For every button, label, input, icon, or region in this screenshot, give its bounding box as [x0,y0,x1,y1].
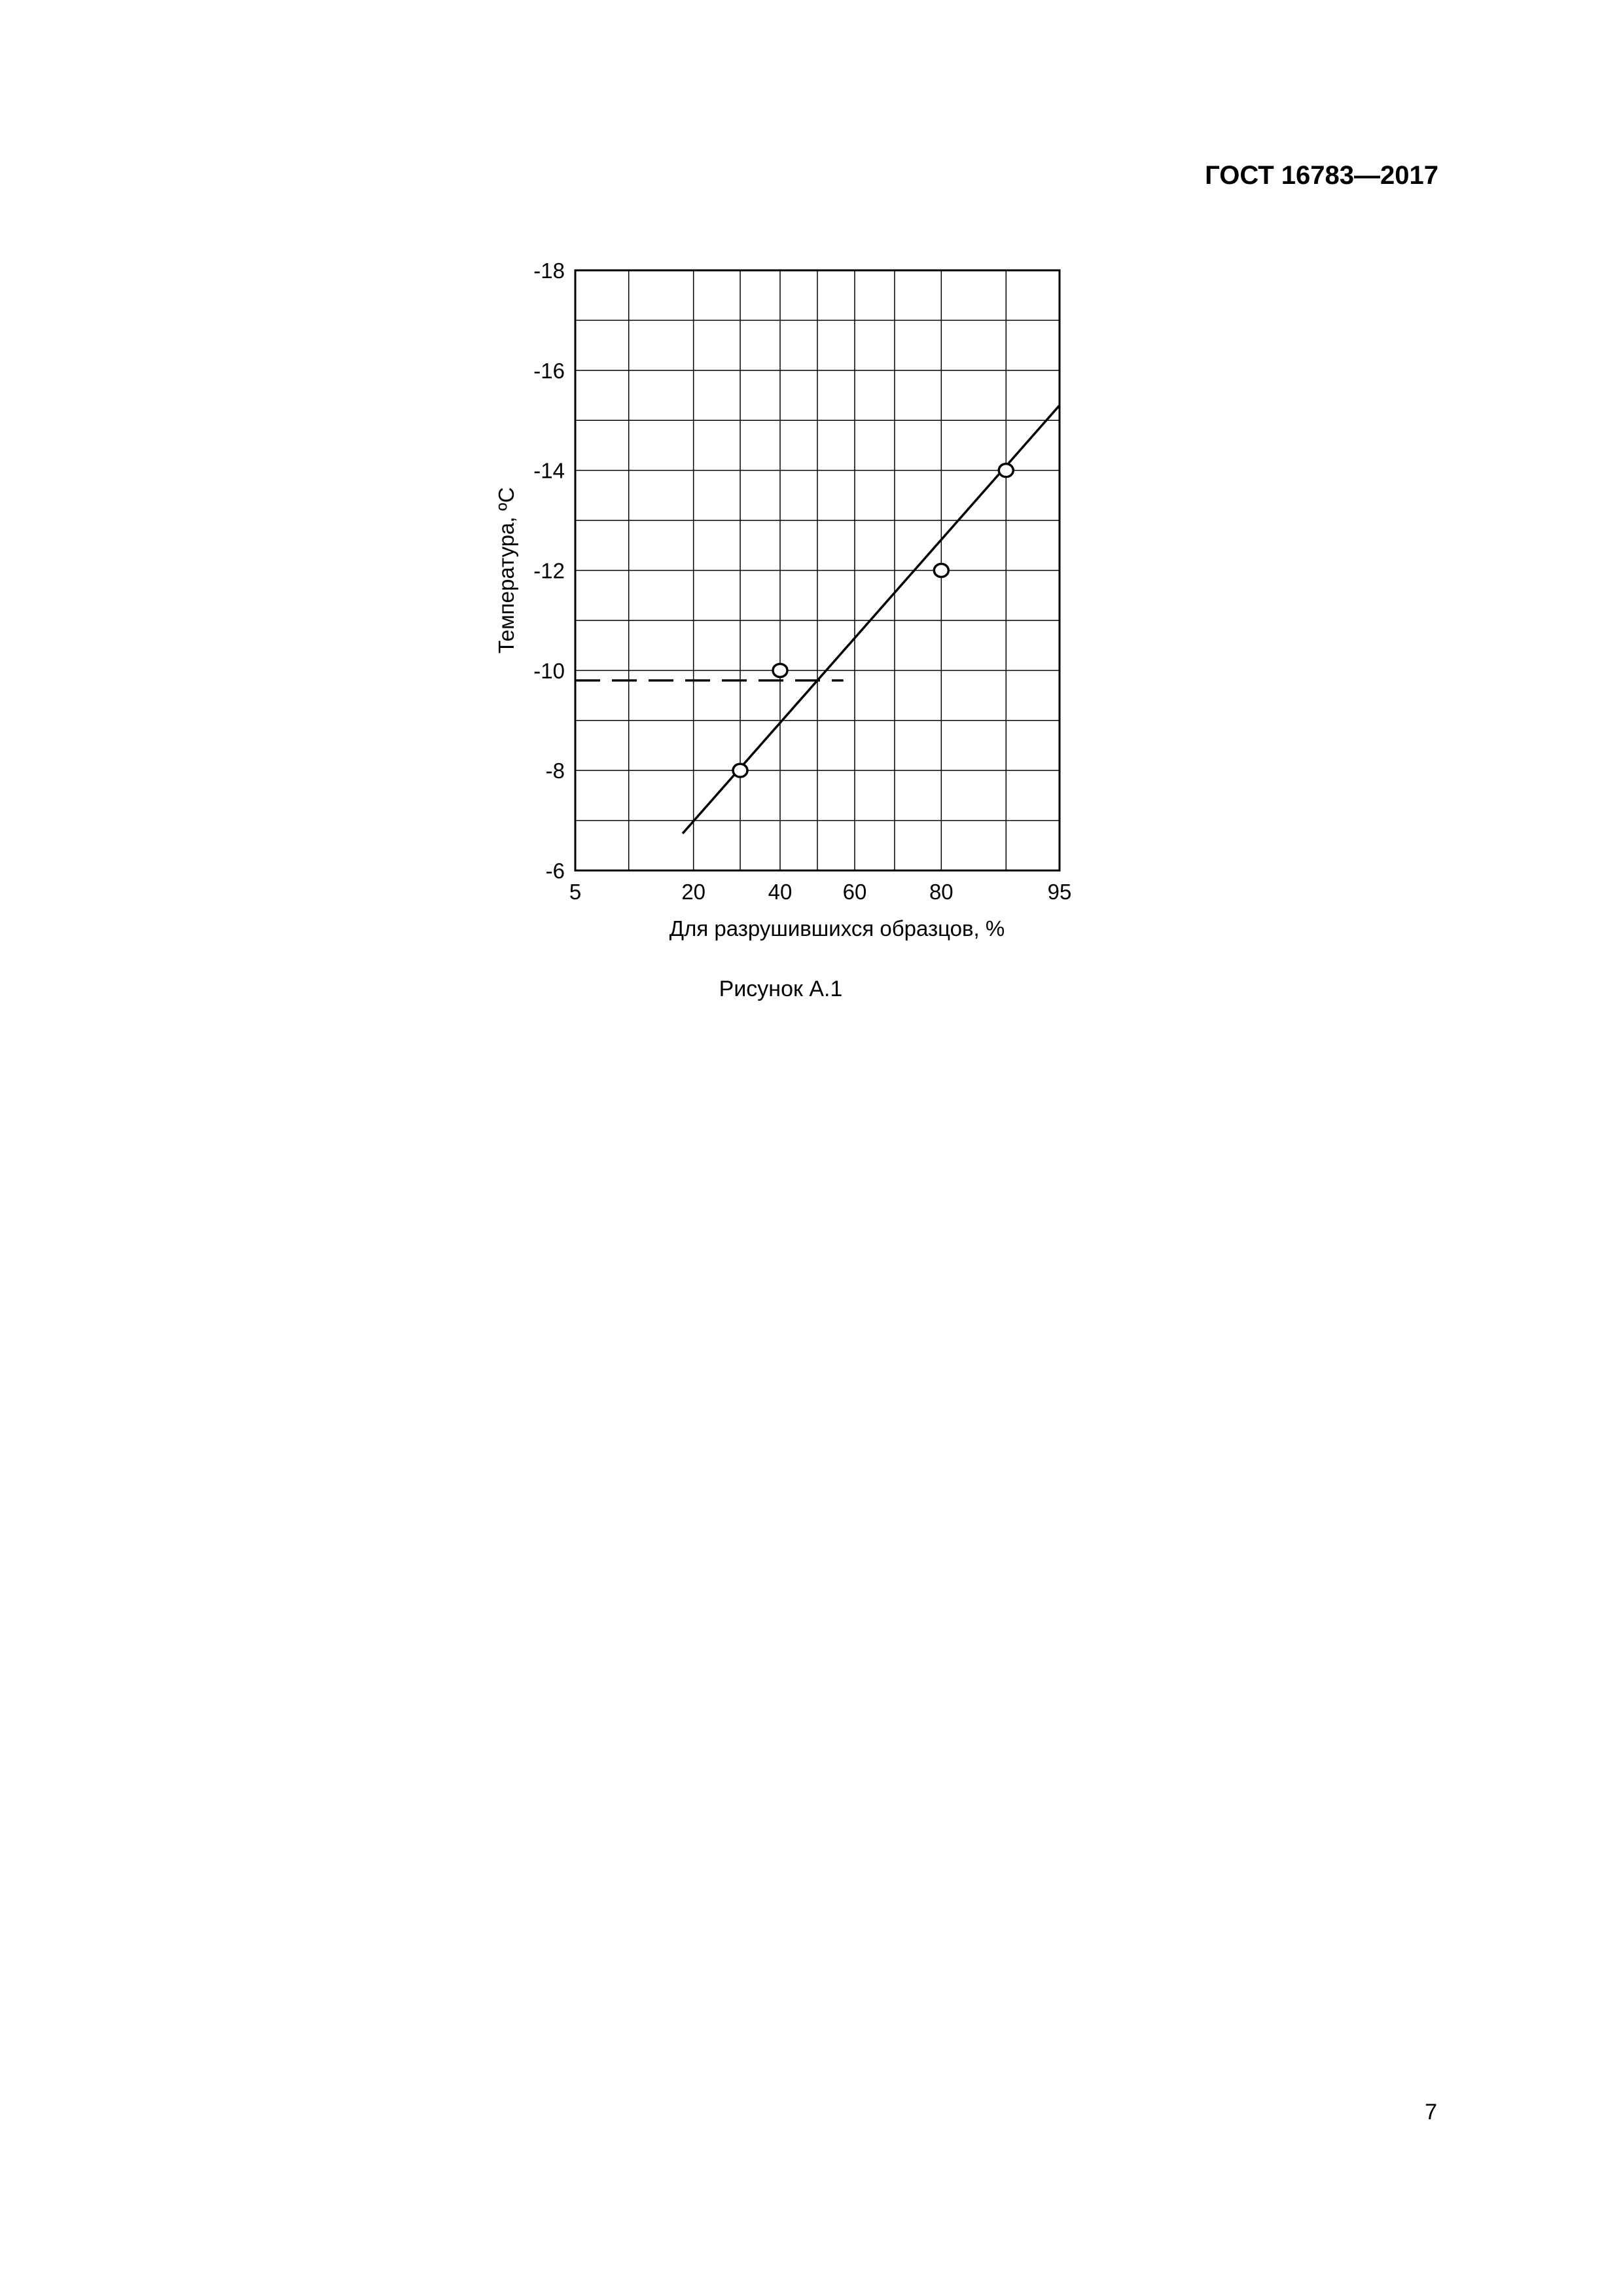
y-tick-label: -18 [533,259,565,283]
data-point [772,662,789,679]
tick-labels: 5 20 40 60 80 95 -6 -8 -10 -12 -14 -16 -18 [533,259,1071,904]
x-tick-label: 20 [681,880,705,904]
y-axis-label: Температура, ºС [494,487,518,653]
x-tick-label: 40 [768,880,793,904]
data-point [997,462,1015,478]
data-point [933,562,950,579]
document-code-header: ГОСТ 16783—2017 [1205,161,1438,190]
figure-caption: Рисунок А.1 [719,977,843,1001]
x-tick-label: 95 [1048,880,1072,904]
x-tick-label: 5 [569,880,581,904]
fit-line [681,404,1061,834]
y-tick-label: -8 [546,759,565,783]
y-tick-label: -14 [533,459,565,483]
x-tick-label: 80 [929,880,954,904]
y-tick-label: -12 [533,559,565,583]
y-tick-label: -10 [533,658,565,683]
y-tick-label: -16 [533,359,565,383]
x-tick-label: 60 [843,880,867,904]
plot-frame [574,269,1061,872]
page-number: 7 [1425,2100,1437,2125]
data-points [732,462,1015,778]
x-axis-label: Для разрушившихся образцов, % [669,916,1005,941]
grid-lines [575,270,1060,871]
data-point [732,762,749,778]
chart-lines [575,404,1061,834]
y-tick-label: -6 [546,859,565,883]
